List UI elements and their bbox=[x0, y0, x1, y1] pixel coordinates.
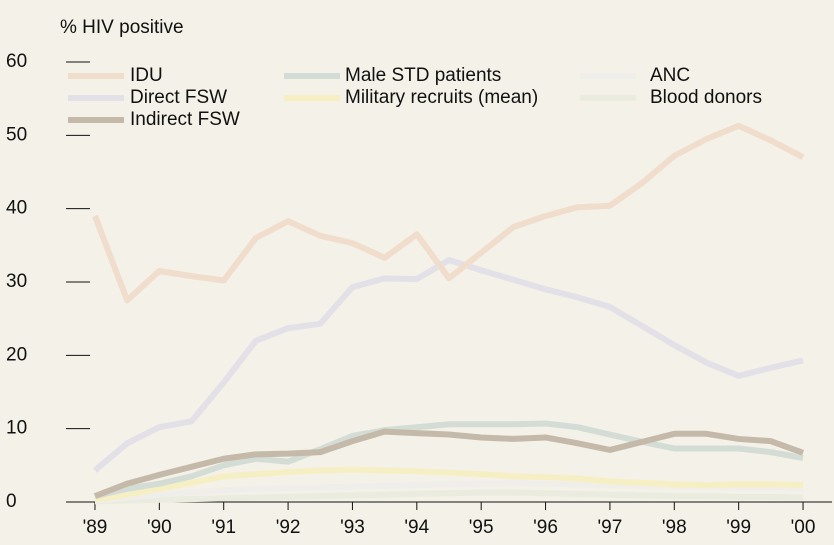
series-line bbox=[93, 428, 805, 499]
series-line bbox=[94, 420, 804, 500]
x-tick-label: '94 bbox=[404, 517, 429, 538]
x-tick-label: '97 bbox=[598, 517, 623, 538]
legend-label: Blood donors bbox=[650, 87, 762, 108]
x-tick-label: '89 bbox=[83, 517, 108, 538]
series-line bbox=[92, 122, 805, 304]
x-tick-label: '90 bbox=[147, 517, 172, 538]
series-line bbox=[93, 257, 804, 473]
y-tick-label: 10 bbox=[6, 418, 27, 439]
y-tick-label: 60 bbox=[6, 51, 27, 72]
legend-label: Direct FSW bbox=[130, 87, 227, 108]
y-tick-label: 20 bbox=[6, 344, 27, 365]
legend-label: ANC bbox=[650, 65, 690, 86]
legend-label: Male STD patients bbox=[345, 65, 501, 86]
legend-label: IDU bbox=[130, 65, 163, 86]
y-tick-label: 40 bbox=[6, 198, 27, 219]
x-tick-label: '93 bbox=[340, 517, 365, 538]
legend-label: Indirect FSW bbox=[130, 109, 240, 130]
y-axis-label: % HIV positive bbox=[60, 17, 184, 38]
legend-label: Military recruits (mean) bbox=[345, 87, 538, 108]
x-tick-label: '92 bbox=[276, 517, 301, 538]
y-tick-label: 50 bbox=[6, 124, 27, 145]
series-line bbox=[94, 466, 804, 503]
x-tick-label: '00 bbox=[791, 517, 816, 538]
x-tick-label: '99 bbox=[726, 517, 751, 538]
series-line bbox=[94, 489, 804, 505]
y-tick-label: 30 bbox=[6, 271, 27, 292]
x-tick-label: '91 bbox=[211, 517, 236, 538]
x-tick-label: '98 bbox=[662, 517, 687, 538]
x-tick-label: '95 bbox=[469, 517, 494, 538]
y-tick-label: 0 bbox=[6, 491, 17, 512]
x-tick-label: '96 bbox=[533, 517, 558, 538]
